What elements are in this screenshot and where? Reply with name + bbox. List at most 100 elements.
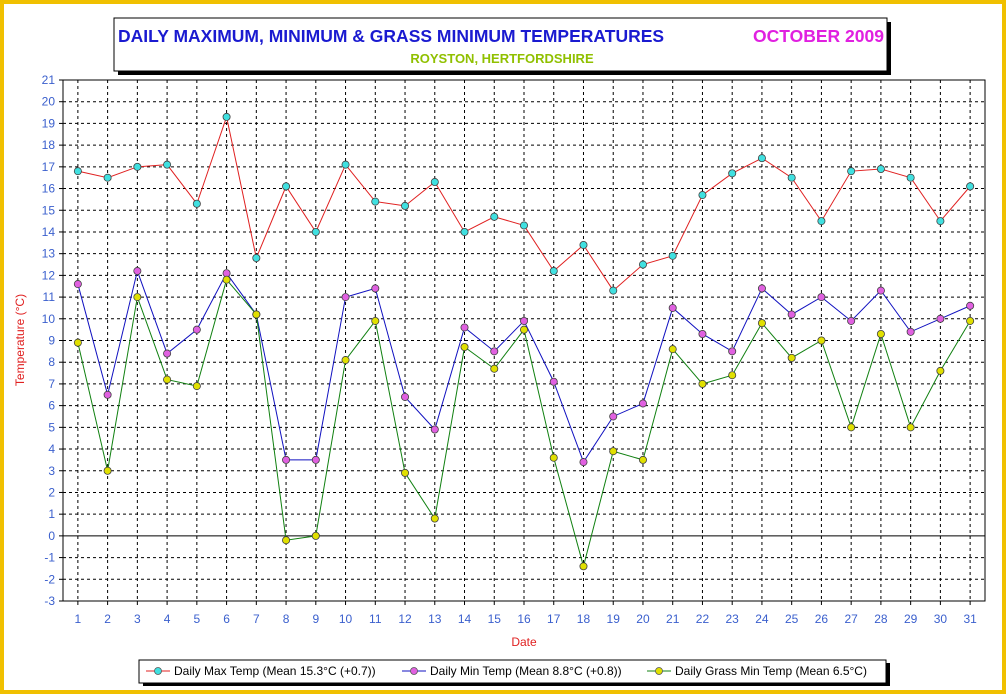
y-tick-label: 13 [42, 247, 56, 261]
title-box: DAILY MAXIMUM, MINIMUM & GRASS MINIMUM T… [113, 17, 891, 75]
series-grass-point [103, 466, 112, 475]
chart-title: DAILY MAXIMUM, MINIMUM & GRASS MINIMUM T… [118, 26, 664, 46]
series-min-point [668, 303, 677, 312]
x-tick-label: 28 [874, 612, 888, 626]
series-min-point [311, 455, 320, 464]
legend-min-marker [410, 667, 418, 675]
series-max-point [430, 178, 439, 187]
x-tick-label: 18 [577, 612, 591, 626]
series-max-point [698, 191, 707, 200]
series-max-point [638, 260, 647, 269]
y-tick-label: 18 [42, 138, 56, 152]
series-grass-point [668, 345, 677, 354]
x-tick-label: 14 [458, 612, 472, 626]
series-min-point [430, 425, 439, 434]
series-min-point [490, 347, 499, 356]
y-tick-label: 3 [48, 464, 55, 478]
x-tick-label: 25 [785, 612, 799, 626]
x-tick-label: 4 [164, 612, 171, 626]
series-max-point [757, 154, 766, 163]
series-grass [73, 275, 975, 571]
y-tick-label: 12 [42, 268, 56, 282]
series-grass-point [579, 562, 588, 571]
series-max-point [460, 227, 469, 236]
series-max-point [133, 162, 142, 171]
y-tick-label: -3 [44, 594, 55, 608]
series-min-point [757, 284, 766, 293]
series-min-point [163, 349, 172, 358]
legend-max-marker [154, 667, 162, 675]
series-max-point [936, 217, 945, 226]
series-min-point [847, 316, 856, 325]
series-max-point [728, 169, 737, 178]
legend-panel [138, 659, 887, 684]
series-max-point [401, 201, 410, 210]
x-tick-label: 10 [339, 612, 353, 626]
series-max-point [549, 267, 558, 276]
series-min [73, 267, 975, 467]
series-grass-point [282, 536, 291, 545]
series-max-point [847, 167, 856, 176]
x-tick-label: 17 [547, 612, 561, 626]
x-tick-label: 5 [193, 612, 200, 626]
series-grass-point [609, 447, 618, 456]
series-grass-point [430, 514, 439, 523]
series-min-point [906, 327, 915, 336]
x-tick-label: 8 [283, 612, 290, 626]
y-tick-label: 19 [42, 116, 56, 130]
x-tick-label: 21 [666, 612, 680, 626]
series-layer [73, 112, 975, 571]
x-tick-label: 3 [134, 612, 141, 626]
series-min-point [817, 293, 826, 302]
x-tick-label: 13 [428, 612, 442, 626]
series-grass-point [460, 343, 469, 352]
y-tick-label: 21 [42, 73, 56, 87]
y-tick-label: 11 [43, 290, 56, 304]
series-min-point [966, 301, 975, 310]
y-tick-label: 7 [48, 377, 55, 391]
y-tick-label: 10 [42, 312, 56, 326]
series-grass-point [757, 319, 766, 328]
x-tick-label: 27 [844, 612, 858, 626]
y-tick-label: 14 [42, 225, 56, 239]
y-tick-label: 9 [48, 334, 55, 348]
series-max-point [73, 167, 82, 176]
x-axis-title: Date [511, 635, 537, 649]
series-grass-point [698, 379, 707, 388]
x-tick-label: 9 [312, 612, 319, 626]
y-tick-label: 2 [48, 485, 55, 499]
series-grass-point [549, 453, 558, 462]
x-tick-label: 30 [934, 612, 948, 626]
x-tick-label: 12 [398, 612, 412, 626]
x-tick-label: 19 [607, 612, 621, 626]
series-min-point [460, 323, 469, 332]
series-max-point [192, 199, 201, 208]
series-max-point [341, 160, 350, 169]
series-min-point [103, 390, 112, 399]
legend-item-grass: Daily Grass Min Temp (Mean 6.5°C) [647, 664, 867, 678]
grid-lines [63, 80, 985, 601]
x-tick-label: 26 [815, 612, 829, 626]
series-grass-point [728, 371, 737, 380]
series-max-point [371, 197, 380, 206]
x-tick-label: 22 [696, 612, 710, 626]
x-tick-label: 7 [253, 612, 260, 626]
x-tick-label: 2 [104, 612, 111, 626]
y-tick-label: 17 [42, 160, 56, 174]
series-grass-point [222, 275, 231, 284]
series-min-point [133, 267, 142, 276]
y-tick-label: 6 [48, 399, 55, 413]
series-max-point [966, 182, 975, 191]
title-box-panel [113, 17, 888, 72]
series-grass-point [252, 310, 261, 319]
series-grass-point [341, 356, 350, 365]
series-max-point [668, 251, 677, 260]
series-max-point [787, 173, 796, 182]
series-min-point [579, 458, 588, 467]
series-min-point [787, 310, 796, 319]
series-max-point [282, 182, 291, 191]
series-grass-point [817, 336, 826, 345]
legend-grass-marker [655, 667, 663, 675]
x-tick-label: 20 [636, 612, 650, 626]
series-grass-point [520, 325, 529, 334]
